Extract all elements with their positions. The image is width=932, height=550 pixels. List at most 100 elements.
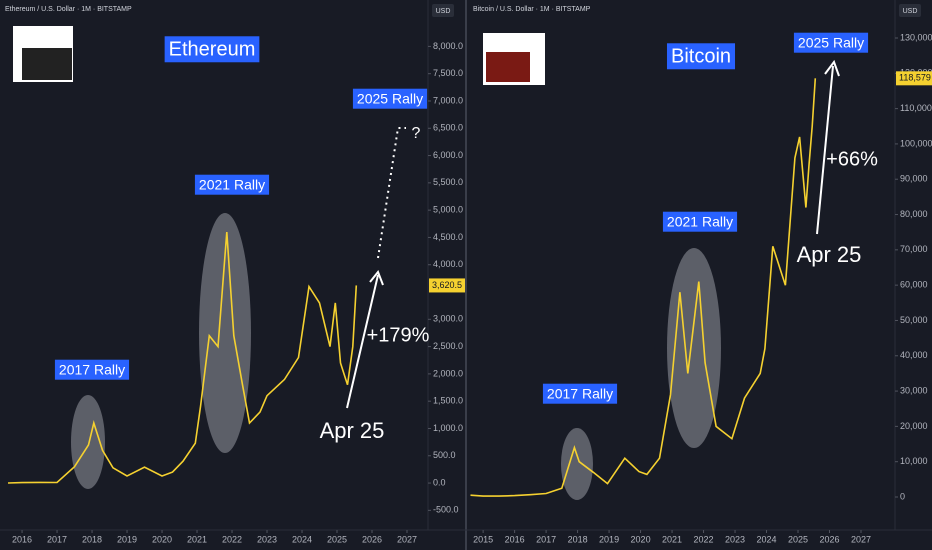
x-tick-label: 2024 bbox=[757, 534, 777, 544]
current-price-label: 3,620.5 bbox=[432, 280, 462, 290]
y-tick-label: 7,000.0 bbox=[433, 95, 463, 105]
annotation-text: 2021 Rally bbox=[199, 177, 265, 193]
y-tick-label: 50,000 bbox=[900, 315, 928, 325]
annotation-box bbox=[662, 211, 738, 232]
x-tick-label: 2021 bbox=[187, 534, 207, 544]
x-tick-label: 2022 bbox=[222, 534, 242, 544]
x-tick-label: 2024 bbox=[292, 534, 312, 544]
highlight-ellipse bbox=[561, 428, 593, 500]
projection bbox=[377, 127, 406, 259]
x-tick-label: 2020 bbox=[152, 534, 172, 544]
x-tick-label: 2018 bbox=[82, 534, 102, 544]
x-tick-label: 2016 bbox=[12, 534, 32, 544]
annotation-text: +66% bbox=[826, 148, 878, 170]
annotation-text: +179% bbox=[367, 324, 430, 346]
y-tick-label: 8,000.0 bbox=[433, 41, 463, 51]
y-tick-label: 130,000 bbox=[900, 32, 932, 42]
thumbnail-image bbox=[22, 48, 72, 80]
annotation-text: 2017 Rally bbox=[547, 386, 613, 402]
x-tick-label: 2017 bbox=[47, 534, 67, 544]
y-tick-label: 30,000 bbox=[900, 385, 928, 395]
annotation-box bbox=[194, 174, 270, 195]
annotation-text: 2021 Rally bbox=[667, 214, 733, 230]
y-tick-label: 1,000.0 bbox=[433, 423, 463, 433]
highlight-ellipse bbox=[199, 213, 251, 453]
x-tick-label: 2016 bbox=[505, 534, 525, 544]
y-tick-label: 2,000.0 bbox=[433, 368, 463, 378]
chart-title: Ethereum / U.S. Dollar · 1M · BITSTAMP bbox=[5, 6, 132, 13]
current-price-badge bbox=[429, 278, 465, 293]
x-tick-label: 2023 bbox=[257, 534, 277, 544]
chart-title: Bitcoin / U.S. Dollar · 1M · BITSTAMP bbox=[473, 6, 591, 13]
arrow bbox=[346, 274, 379, 409]
annotation: ? bbox=[412, 125, 421, 142]
x-tick-label: 2026 bbox=[362, 534, 382, 544]
boxed-annotation: 2021 Rally bbox=[194, 174, 270, 195]
y-tick-label: 100,000 bbox=[900, 138, 932, 148]
arrow-head bbox=[369, 270, 384, 286]
annotation-text: ? bbox=[412, 125, 421, 142]
currency-badge bbox=[899, 4, 921, 17]
boxed-annotation: Ethereum bbox=[164, 36, 260, 63]
x-tick-label: 2020 bbox=[631, 534, 651, 544]
y-tick-label: 90,000 bbox=[900, 174, 928, 184]
annotation-text: Apr 25 bbox=[797, 242, 862, 267]
x-tick-label: 2018 bbox=[568, 534, 588, 544]
y-tick-label: 0.0 bbox=[433, 477, 446, 487]
arrow bbox=[816, 65, 834, 235]
x-tick-label: 2022 bbox=[694, 534, 714, 544]
annotation: Apr 25 bbox=[797, 242, 862, 267]
y-tick-label: 110,000 bbox=[900, 103, 932, 113]
y-tick-label: -500.0 bbox=[433, 505, 459, 515]
x-tick-label: 2026 bbox=[819, 534, 839, 544]
x-tick-label: 2019 bbox=[599, 534, 619, 544]
annotation-box bbox=[793, 32, 869, 53]
annotation: Apr 25 bbox=[320, 418, 385, 443]
x-tick-label: 2027 bbox=[397, 534, 417, 544]
annotation-text: Apr 25 bbox=[320, 418, 385, 443]
y-tick-label: 1,500.0 bbox=[433, 396, 463, 406]
y-tick-label: 60,000 bbox=[900, 280, 928, 290]
annotation-text: Bitcoin bbox=[671, 45, 731, 67]
annotation-box bbox=[542, 383, 618, 404]
x-tick-label: 2015 bbox=[473, 534, 493, 544]
y-tick-label: 5,500.0 bbox=[433, 177, 463, 187]
boxed-annotation: 2021 Rally bbox=[662, 211, 738, 232]
y-tick-label: 70,000 bbox=[900, 244, 928, 254]
annotation-box bbox=[352, 88, 428, 109]
y-tick-label: 500.0 bbox=[433, 450, 456, 460]
y-tick-label: 7,500.0 bbox=[433, 68, 463, 78]
x-tick-label: 2027 bbox=[851, 534, 871, 544]
boxed-annotation: 2017 Rally bbox=[542, 383, 618, 404]
annotation-text: 2025 Rally bbox=[798, 35, 864, 51]
annotation: +66% bbox=[826, 148, 878, 170]
currency: USD bbox=[903, 8, 918, 15]
thumbnail-image bbox=[486, 52, 530, 82]
current-price-label: 118,579 bbox=[899, 73, 931, 83]
annotation-box bbox=[164, 36, 260, 63]
arrows bbox=[346, 59, 840, 409]
y-tick-label: 40,000 bbox=[900, 350, 928, 360]
y-tick-label: 4,500.0 bbox=[433, 232, 463, 242]
y-tick-label: 20,000 bbox=[900, 421, 928, 431]
y-tick-label: 2,500.0 bbox=[433, 341, 463, 351]
arrow-head bbox=[824, 59, 840, 77]
annotation-text: 2017 Rally bbox=[59, 362, 125, 378]
y-tick-label: 6,500.0 bbox=[433, 123, 463, 133]
price-line bbox=[7, 231, 358, 484]
annotation-box bbox=[666, 43, 736, 70]
y-tick-label: 3,000.0 bbox=[433, 314, 463, 324]
y-tick-label: 6,000.0 bbox=[433, 150, 463, 160]
annotation-box bbox=[54, 359, 130, 380]
y-tick-label: 4,000.0 bbox=[433, 259, 463, 269]
currency: USD bbox=[436, 8, 451, 15]
boxed-annotation: Bitcoin bbox=[666, 43, 736, 70]
x-tick-label: 2017 bbox=[536, 534, 556, 544]
highlight-ellipse bbox=[71, 395, 105, 489]
x-tick-label: 2023 bbox=[725, 534, 745, 544]
current-price-badge bbox=[896, 71, 932, 86]
currency-badge bbox=[432, 4, 454, 17]
x-tick-label: 2019 bbox=[117, 534, 137, 544]
boxed-annotation: 2017 Rally bbox=[54, 359, 130, 380]
